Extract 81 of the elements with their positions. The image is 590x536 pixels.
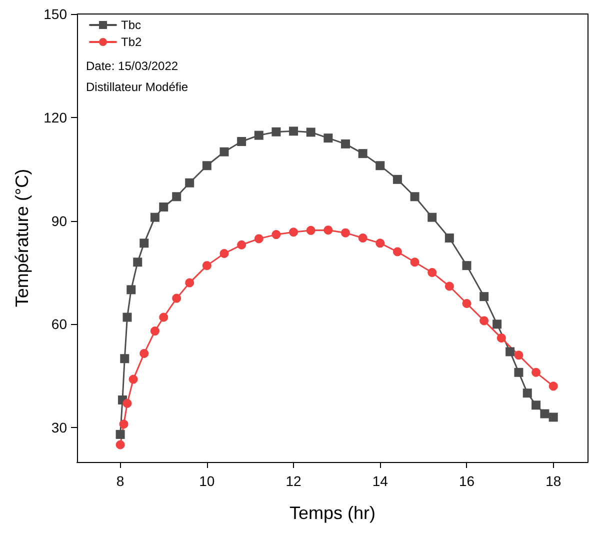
point (462, 261, 472, 270)
point (540, 409, 550, 418)
point (392, 174, 402, 184)
x-axis-title: Temps (hr) (289, 503, 376, 523)
point (548, 382, 558, 391)
point (254, 234, 264, 244)
point (150, 212, 160, 222)
x-tick-label: 16 (458, 473, 475, 489)
point (220, 249, 229, 258)
point (202, 261, 212, 270)
point (289, 228, 298, 237)
x-tick-label: 14 (372, 473, 388, 489)
point (159, 202, 168, 212)
point (306, 128, 316, 137)
point (140, 238, 149, 248)
point (237, 137, 246, 146)
point (324, 226, 333, 235)
point (185, 178, 194, 188)
point (444, 282, 454, 291)
point (324, 134, 333, 143)
point (116, 440, 125, 450)
point (444, 234, 454, 242)
point (358, 234, 368, 242)
point (122, 398, 132, 408)
point (410, 258, 420, 267)
point (341, 228, 350, 238)
point (492, 320, 502, 329)
point (128, 374, 138, 384)
point (496, 333, 506, 342)
point (172, 192, 182, 202)
point (306, 226, 316, 235)
point (376, 238, 385, 248)
x-tick-label: 12 (286, 473, 302, 489)
point (122, 312, 132, 322)
x-tick-label: 10 (199, 473, 215, 489)
point (480, 316, 489, 326)
legend-label: Tb2 (121, 35, 142, 49)
y-axis-title: Température (°C) (12, 168, 32, 308)
point (140, 348, 149, 358)
point (237, 240, 246, 250)
y-tick-label: 90 (51, 212, 68, 229)
y-tick-label: 150 (44, 6, 68, 22)
point (410, 192, 420, 202)
point (548, 412, 558, 422)
annotation: Date: 15/03/2022 (86, 59, 178, 73)
point (462, 298, 472, 308)
point (172, 294, 182, 303)
point (133, 258, 142, 267)
point (289, 126, 298, 136)
x-tick-label: 8 (116, 473, 124, 489)
point (119, 420, 128, 429)
point (514, 350, 524, 360)
y-tick-label: 30 (51, 420, 68, 436)
point (254, 130, 264, 140)
point (202, 161, 212, 170)
point (340, 139, 350, 148)
point (116, 430, 125, 439)
legend-label: Tbc (121, 18, 142, 32)
y-tick-label: 60 (51, 316, 68, 332)
point (392, 247, 402, 256)
point (514, 368, 524, 377)
point (428, 212, 437, 222)
point (220, 147, 229, 156)
point (506, 347, 515, 356)
point (150, 326, 160, 336)
point (272, 230, 281, 240)
point (428, 268, 437, 277)
point (480, 292, 489, 302)
point (358, 149, 368, 158)
x-tick-label: 18 (546, 473, 562, 489)
point (159, 312, 168, 322)
y-tick-label: 120 (44, 109, 68, 126)
point (272, 127, 281, 136)
point (376, 161, 385, 170)
point (532, 368, 541, 377)
point (532, 400, 541, 410)
point (120, 354, 130, 364)
point (522, 388, 532, 398)
annotation: Distillateur Modéfie (86, 80, 188, 94)
point (126, 285, 136, 294)
point (185, 278, 194, 288)
